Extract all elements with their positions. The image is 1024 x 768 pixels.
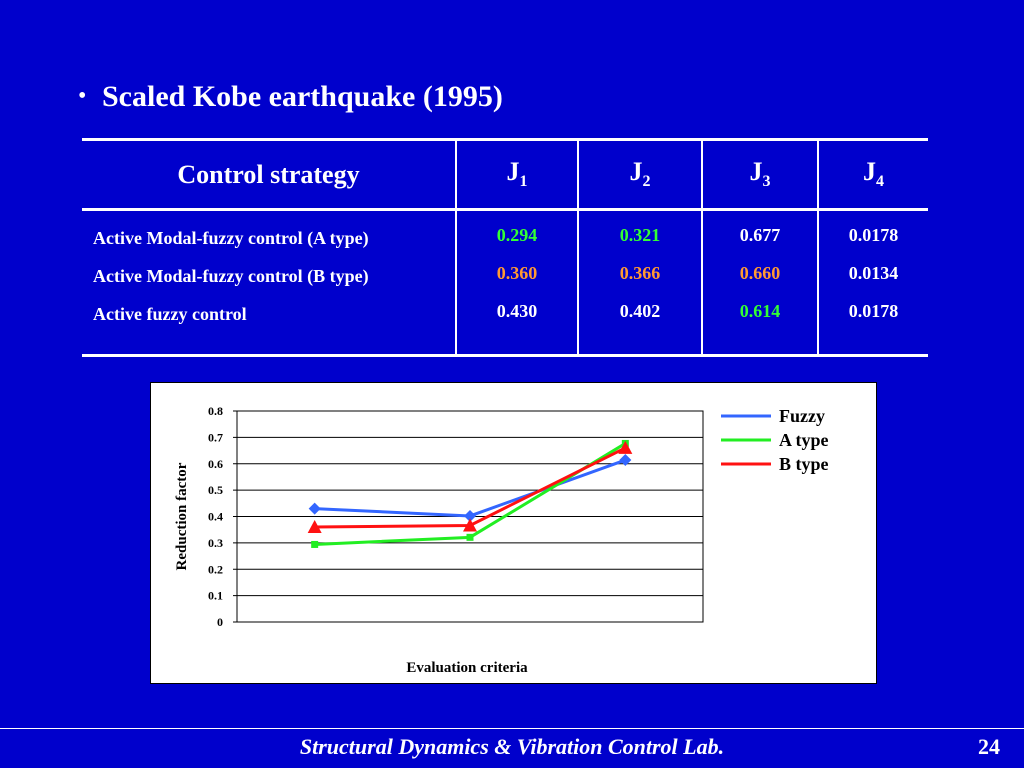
j2-values-cell: 0.321 0.366 0.402 [577, 209, 702, 356]
data-point-triangle [618, 440, 633, 454]
strategy-names-cell: Active Modal-fuzzy control (A type) Acti… [82, 210, 456, 356]
y-axis-label: Reduction factor [174, 462, 190, 570]
table-header-row: Control strategy J1 J2 J3 J4 [82, 139, 928, 211]
results-table: Control strategy J1 J2 J3 J4 Active Moda… [82, 138, 928, 357]
table-cell-value: 0.366 [619, 263, 661, 283]
legend-label: Fuzzy [779, 406, 825, 426]
table-cell-value: 0.430 [496, 301, 538, 321]
data-point-square [466, 533, 474, 541]
bullet-marker: • [78, 83, 87, 109]
y-tick-label: 0.1 [208, 589, 223, 603]
y-tick-label: 0.2 [208, 562, 223, 576]
data-point-square [311, 540, 319, 548]
table-cell-value: 0.402 [619, 301, 661, 321]
data-point-triangle [307, 520, 322, 534]
footer-lab-name: Structural Dynamics & Vibration Control … [299, 734, 725, 759]
table-cell-value: 0.614 [739, 301, 781, 321]
strategy-name: Active Modal-fuzzy control (A type) [93, 228, 369, 248]
j1-values-cell: 0.294 0.360 0.430 [455, 209, 578, 356]
table-cell-value: 0.294 [496, 225, 538, 245]
x-axis-label: Evaluation criteria [406, 660, 528, 676]
header-j4: J4 [817, 139, 928, 211]
footer-divider [0, 728, 1024, 729]
page-number: 24 [978, 734, 1000, 759]
y-tick-label: 0.4 [208, 510, 223, 524]
data-point-diamond [619, 454, 632, 467]
data-point-triangle [463, 518, 477, 532]
y-tick-label: 0.3 [208, 536, 223, 550]
header-j3: J3 [701, 139, 818, 211]
chart-svg: 0 0.1 0.2 0.3 0.4 0.5 0.6 0.7 0.8 Reduction facto… [174, 404, 829, 676]
y-tick-label: 0.8 [208, 404, 223, 418]
legend-label: A type [779, 430, 829, 450]
header-j2: J2 [577, 139, 702, 211]
y-tick-label: 0.7 [208, 430, 223, 444]
table-cell-value: 0.0178 [848, 301, 899, 321]
data-point-diamond [308, 502, 321, 515]
data-point-diamond [464, 509, 476, 522]
slide-heading: Scaled Kobe earthquake (1995) [102, 80, 503, 113]
j3-values-cell: 0.677 0.660 0.614 [701, 209, 818, 356]
table-cell-value: 0.360 [496, 263, 538, 283]
table-cell-value: 0.321 [619, 225, 661, 245]
y-tick-label: 0.5 [208, 483, 223, 497]
table-cell-value: 0.677 [739, 225, 781, 245]
legend-label: B type [779, 454, 829, 474]
reduction-factor-chart: 0 0.1 0.2 0.3 0.4 0.5 0.6 0.7 0.8 Reduction facto… [150, 382, 877, 684]
y-tick-label: 0 [217, 615, 223, 629]
strategy-name: Active Modal-fuzzy control (B type) [93, 266, 369, 286]
header-j1: J1 [455, 139, 578, 211]
j4-values-cell: 0.0178 0.0134 0.0178 [817, 209, 928, 356]
slide-bullet: • Scaled Kobe earthquake (1995) [78, 80, 503, 114]
table-cell-value: 0.0134 [848, 263, 899, 283]
strategy-name: Active fuzzy control [93, 304, 247, 324]
header-control-strategy: Control strategy [82, 139, 456, 211]
table-cell-value: 0.660 [739, 263, 781, 283]
table-cell-value: 0.0178 [848, 225, 899, 245]
y-tick-label: 0.6 [208, 457, 223, 471]
table-body-row: Active Modal-fuzzy control (A type) Acti… [82, 209, 928, 356]
